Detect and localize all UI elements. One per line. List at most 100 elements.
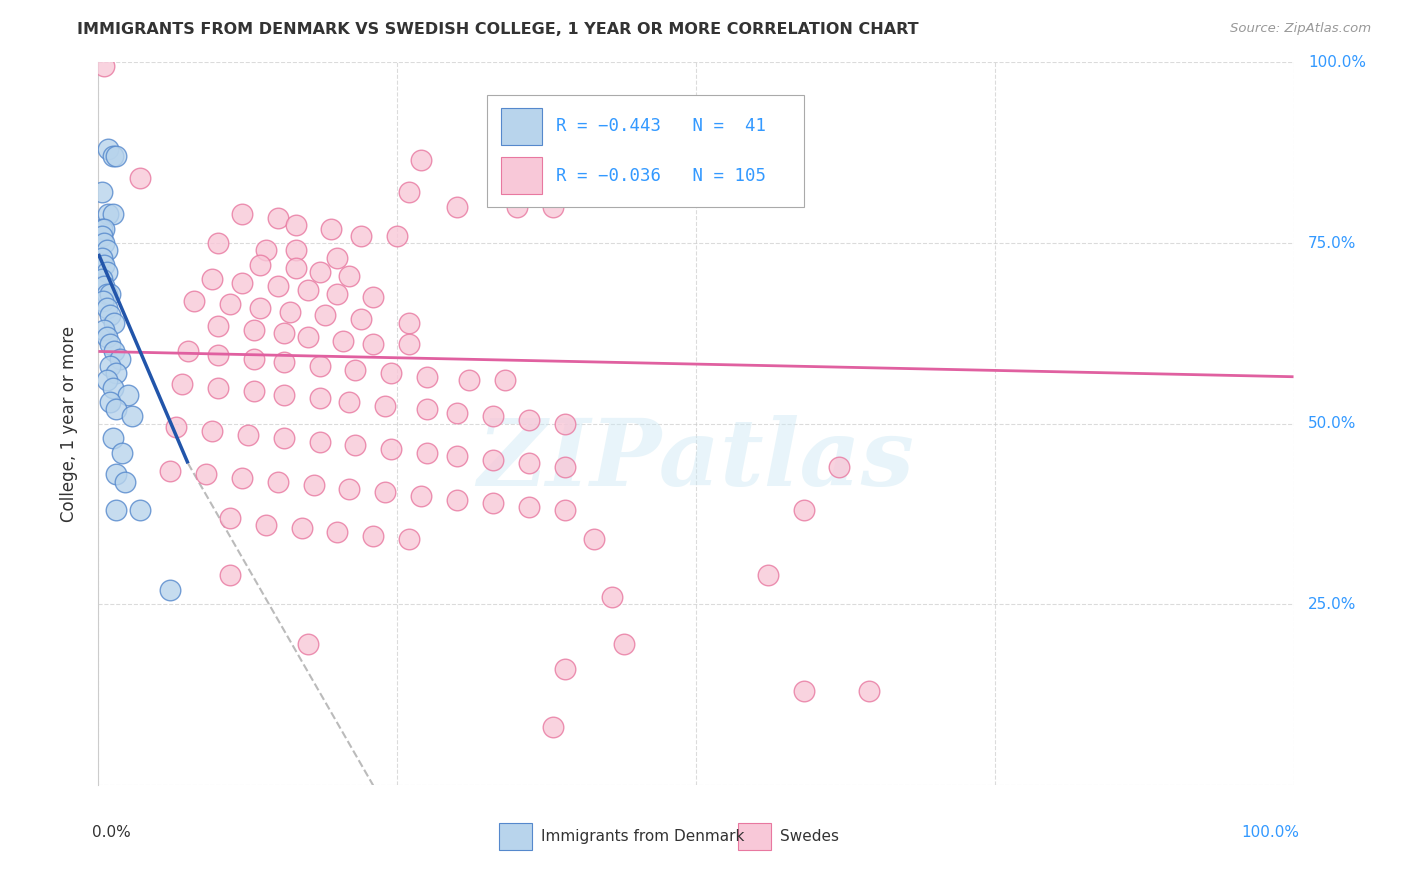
Point	[613, 637, 636, 651]
Point	[243, 323, 266, 337]
Point	[380, 366, 402, 380]
Point	[481, 452, 505, 467]
Point	[554, 460, 576, 475]
Point	[411, 489, 433, 503]
Point	[363, 290, 385, 304]
Point	[105, 467, 128, 482]
Point	[339, 482, 361, 496]
Point	[98, 395, 122, 409]
Point	[793, 684, 815, 698]
Point	[111, 445, 134, 459]
Point	[91, 228, 114, 243]
Point	[98, 337, 122, 351]
Point	[446, 200, 468, 214]
Point	[517, 142, 540, 156]
Point	[661, 156, 683, 170]
Point	[267, 475, 290, 489]
Point	[446, 406, 468, 420]
Point	[494, 373, 516, 387]
Point	[339, 268, 361, 283]
Text: 25.0%: 25.0%	[1308, 597, 1357, 612]
Point	[231, 471, 253, 485]
Text: 75.0%: 75.0%	[1308, 235, 1357, 251]
Text: R = −0.443   N =  41: R = −0.443 N = 41	[557, 118, 766, 136]
Point	[756, 568, 779, 582]
Point	[517, 413, 540, 427]
Text: IMMIGRANTS FROM DENMARK VS SWEDISH COLLEGE, 1 YEAR OR MORE CORRELATION CHART: IMMIGRANTS FROM DENMARK VS SWEDISH COLLE…	[77, 22, 920, 37]
Point	[195, 467, 218, 482]
Point	[374, 485, 396, 500]
Point	[103, 344, 125, 359]
Point	[101, 431, 124, 445]
Point	[326, 251, 349, 265]
Point	[554, 503, 576, 517]
Point	[416, 369, 439, 384]
Point	[201, 272, 224, 286]
Point	[308, 434, 330, 449]
Point	[96, 373, 118, 387]
Point	[177, 344, 200, 359]
Point	[249, 301, 271, 315]
Point	[308, 392, 330, 406]
FancyBboxPatch shape	[486, 95, 804, 207]
Point	[297, 330, 319, 344]
Point	[554, 662, 576, 676]
Text: 50.0%: 50.0%	[1308, 417, 1357, 431]
Text: Immigrants from Denmark: Immigrants from Denmark	[541, 830, 744, 845]
Point	[589, 153, 612, 167]
Point	[284, 218, 307, 232]
Point	[98, 308, 122, 322]
Point	[308, 359, 330, 373]
Point	[96, 330, 118, 344]
Point	[219, 568, 242, 582]
Point	[273, 431, 295, 445]
Point	[554, 417, 576, 431]
Point	[105, 503, 128, 517]
Point	[129, 503, 152, 517]
Point	[91, 293, 114, 308]
Point	[297, 283, 319, 297]
Point	[284, 244, 307, 258]
Point	[105, 366, 128, 380]
Point	[91, 221, 114, 235]
Text: 100.0%: 100.0%	[1241, 825, 1299, 839]
Point	[828, 460, 851, 475]
Point	[254, 244, 277, 258]
Text: 0.0%: 0.0%	[93, 825, 131, 839]
Text: ZIPatlas: ZIPatlas	[478, 415, 914, 505]
Point	[91, 251, 114, 265]
Point	[96, 244, 118, 258]
Point	[350, 228, 373, 243]
FancyBboxPatch shape	[738, 822, 772, 850]
Point	[114, 475, 136, 489]
Text: Swedes: Swedes	[780, 830, 838, 845]
Point	[273, 388, 295, 402]
Point	[101, 380, 124, 394]
Point	[332, 334, 354, 348]
Point	[117, 388, 139, 402]
Point	[93, 258, 115, 272]
Text: 100.0%: 100.0%	[1308, 55, 1365, 70]
Point	[105, 149, 128, 163]
FancyBboxPatch shape	[501, 157, 541, 194]
Point	[709, 160, 731, 174]
FancyBboxPatch shape	[501, 108, 541, 145]
Point	[326, 524, 349, 539]
Point	[374, 399, 396, 413]
Point	[506, 200, 529, 214]
Point	[219, 510, 242, 524]
Point	[308, 265, 330, 279]
Point	[446, 492, 468, 507]
Point	[254, 517, 277, 532]
Point	[105, 402, 128, 417]
Point	[91, 272, 114, 286]
Point	[93, 279, 115, 293]
Point	[284, 261, 307, 276]
Point	[231, 276, 253, 290]
Point	[385, 228, 409, 243]
Point	[363, 337, 385, 351]
Point	[273, 326, 295, 341]
Text: Source: ZipAtlas.com: Source: ZipAtlas.com	[1230, 22, 1371, 36]
Point	[321, 221, 343, 235]
Point	[129, 171, 152, 186]
